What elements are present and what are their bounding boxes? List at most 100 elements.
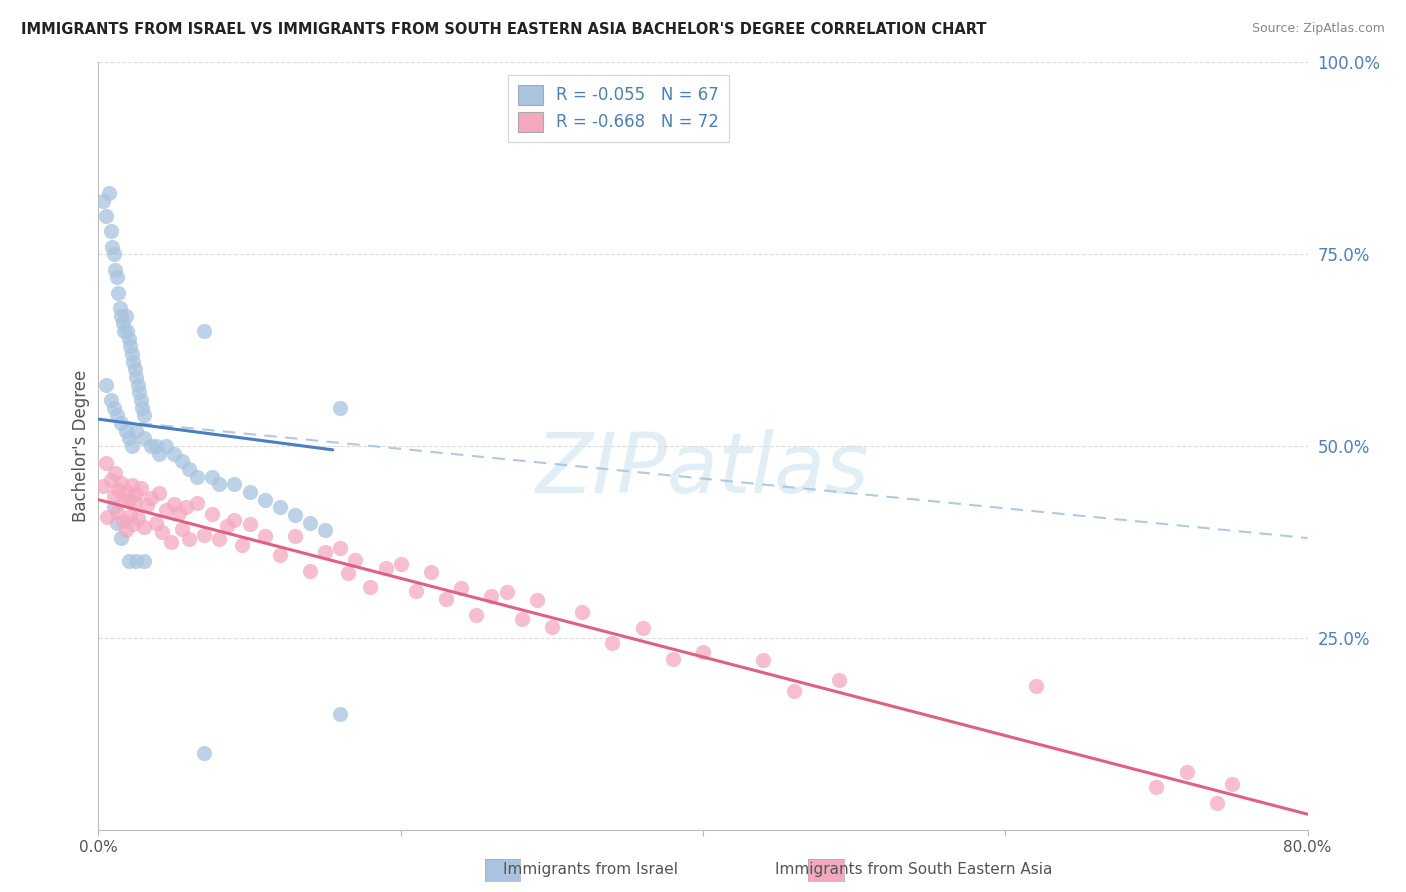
Point bbox=[163, 497, 186, 511]
Point bbox=[105, 409, 128, 423]
Point bbox=[253, 492, 276, 507]
Text: Immigrants from Israel: Immigrants from Israel bbox=[503, 863, 678, 877]
Point bbox=[284, 508, 307, 522]
Point bbox=[115, 484, 138, 499]
Point bbox=[107, 285, 129, 300]
Point bbox=[314, 524, 336, 538]
Text: Immigrants from South Eastern Asia: Immigrants from South Eastern Asia bbox=[775, 863, 1053, 877]
Point bbox=[121, 347, 143, 361]
Point bbox=[526, 593, 548, 607]
Point bbox=[495, 585, 517, 599]
Point bbox=[128, 385, 150, 400]
Point bbox=[94, 377, 117, 392]
Point bbox=[129, 481, 152, 495]
Point bbox=[115, 324, 138, 338]
Point bbox=[111, 515, 134, 529]
Point bbox=[103, 489, 125, 503]
Point bbox=[465, 607, 488, 622]
Point bbox=[94, 456, 117, 470]
Point bbox=[336, 566, 359, 581]
Point bbox=[201, 508, 224, 522]
Point bbox=[108, 301, 131, 315]
Point bbox=[100, 392, 122, 407]
Point bbox=[163, 447, 186, 461]
Point bbox=[122, 354, 145, 368]
Point bbox=[160, 534, 183, 549]
Point bbox=[150, 524, 173, 539]
Point bbox=[91, 478, 114, 492]
Point bbox=[131, 401, 153, 415]
Point bbox=[122, 517, 145, 532]
Point bbox=[132, 520, 155, 534]
Point bbox=[284, 529, 307, 543]
Point bbox=[105, 505, 128, 519]
Point bbox=[112, 491, 135, 506]
Point bbox=[110, 309, 132, 323]
Point bbox=[540, 620, 562, 634]
Point bbox=[374, 561, 396, 575]
Point bbox=[329, 707, 352, 722]
Legend: R = -0.055   N = 67, R = -0.668   N = 72: R = -0.055 N = 67, R = -0.668 N = 72 bbox=[508, 75, 728, 142]
Point bbox=[110, 475, 132, 490]
Point bbox=[125, 370, 148, 384]
Point bbox=[571, 605, 593, 619]
Point bbox=[170, 454, 193, 468]
Point bbox=[110, 531, 132, 545]
Text: IMMIGRANTS FROM ISRAEL VS IMMIGRANTS FROM SOUTH EASTERN ASIA BACHELOR'S DEGREE C: IMMIGRANTS FROM ISRAEL VS IMMIGRANTS FRO… bbox=[21, 22, 987, 37]
Point bbox=[120, 339, 142, 353]
Point bbox=[186, 495, 208, 509]
Point bbox=[91, 194, 114, 208]
Point bbox=[692, 644, 714, 658]
Point bbox=[155, 439, 177, 453]
Point bbox=[94, 209, 117, 223]
Point bbox=[103, 500, 125, 515]
Point bbox=[420, 565, 443, 579]
Text: Source: ZipAtlas.com: Source: ZipAtlas.com bbox=[1251, 22, 1385, 36]
Point bbox=[631, 621, 654, 635]
Point bbox=[121, 439, 143, 453]
Point bbox=[239, 517, 262, 532]
Point bbox=[132, 554, 155, 568]
Point bbox=[186, 469, 208, 483]
Point bbox=[96, 510, 118, 524]
Point bbox=[193, 528, 215, 542]
Point bbox=[145, 516, 167, 530]
Point bbox=[179, 462, 201, 476]
Point bbox=[125, 487, 148, 501]
Point bbox=[111, 316, 134, 330]
Point bbox=[100, 224, 122, 238]
Point bbox=[269, 548, 291, 562]
Point bbox=[135, 498, 157, 512]
Point bbox=[481, 589, 503, 603]
Point bbox=[510, 612, 533, 626]
Point bbox=[602, 636, 624, 650]
Point bbox=[299, 516, 322, 530]
Point bbox=[1220, 776, 1243, 790]
Point bbox=[329, 541, 352, 556]
Point bbox=[329, 401, 352, 415]
Point bbox=[434, 592, 457, 607]
Point bbox=[112, 324, 135, 338]
Text: ZIPatlas: ZIPatlas bbox=[536, 428, 870, 509]
Point bbox=[124, 494, 146, 508]
Point bbox=[253, 529, 276, 543]
Point bbox=[170, 522, 193, 536]
Point bbox=[110, 416, 132, 430]
Point bbox=[132, 409, 155, 423]
Point bbox=[215, 519, 238, 533]
Point bbox=[208, 477, 231, 491]
Point bbox=[224, 477, 246, 491]
Point bbox=[1024, 679, 1046, 693]
Point bbox=[114, 309, 136, 323]
Point bbox=[129, 392, 152, 407]
Point bbox=[828, 673, 851, 687]
Point bbox=[314, 545, 336, 559]
Point bbox=[344, 553, 367, 567]
Point bbox=[224, 513, 246, 527]
Point bbox=[405, 584, 427, 599]
Point bbox=[103, 247, 125, 261]
Point bbox=[145, 439, 167, 453]
Point bbox=[167, 506, 190, 520]
Point bbox=[141, 491, 163, 506]
Point bbox=[124, 362, 146, 376]
